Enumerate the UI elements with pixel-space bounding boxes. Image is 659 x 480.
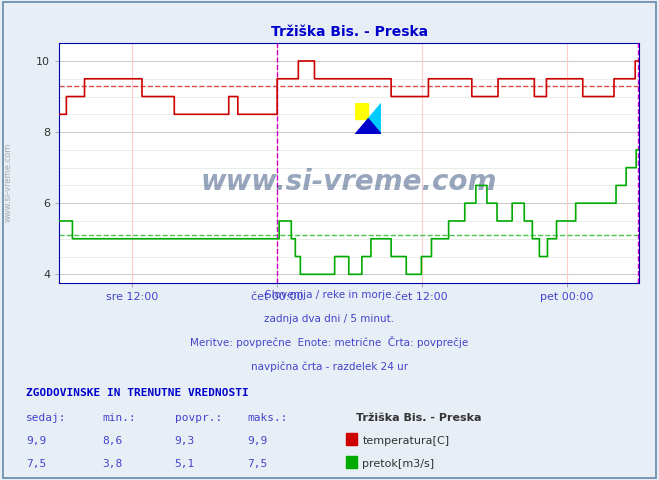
Text: Tržiška Bis. - Preska: Tržiška Bis. - Preska (356, 413, 481, 423)
Text: navpična črta - razdelek 24 ur: navpična črta - razdelek 24 ur (251, 361, 408, 372)
Text: 7,5: 7,5 (26, 459, 47, 469)
Bar (355, 103, 368, 119)
Text: www.si-vreme.com: www.si-vreme.com (201, 168, 498, 196)
Text: maks.:: maks.: (247, 413, 287, 423)
Text: 7,5: 7,5 (247, 459, 268, 469)
Text: ZGODOVINSKE IN TRENUTNE VREDNOSTI: ZGODOVINSKE IN TRENUTNE VREDNOSTI (26, 388, 249, 398)
Text: 8,6: 8,6 (102, 436, 123, 446)
Text: zadnja dva dni / 5 minut.: zadnja dva dni / 5 minut. (264, 313, 395, 324)
Text: min.:: min.: (102, 413, 136, 423)
Polygon shape (368, 103, 382, 134)
Text: 9,9: 9,9 (26, 436, 47, 446)
Text: www.si-vreme.com: www.si-vreme.com (4, 143, 13, 222)
Text: 9,9: 9,9 (247, 436, 268, 446)
Text: povpr.:: povpr.: (175, 413, 222, 423)
Text: 9,3: 9,3 (175, 436, 195, 446)
Text: pretok[m3/s]: pretok[m3/s] (362, 459, 434, 469)
Text: 5,1: 5,1 (175, 459, 195, 469)
Text: 3,8: 3,8 (102, 459, 123, 469)
Text: Meritve: povprečne  Enote: metrične  Črta: povprečje: Meritve: povprečne Enote: metrične Črta:… (190, 336, 469, 348)
Polygon shape (355, 119, 382, 134)
Title: Tržiška Bis. - Preska: Tržiška Bis. - Preska (271, 25, 428, 39)
Text: Slovenija / reke in morje.: Slovenija / reke in morje. (264, 289, 395, 300)
Text: sedaj:: sedaj: (26, 413, 67, 423)
Text: temperatura[C]: temperatura[C] (362, 436, 449, 446)
